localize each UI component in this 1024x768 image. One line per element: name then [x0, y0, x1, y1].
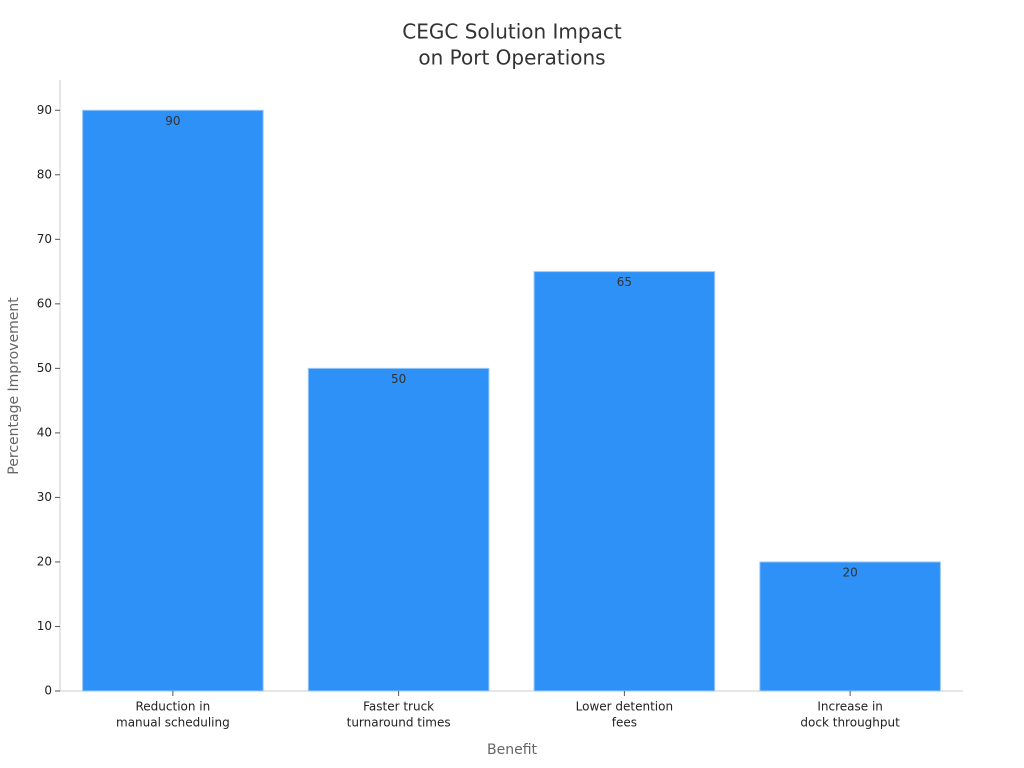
- value-label: 65: [617, 275, 632, 289]
- y-tick-label: 90: [37, 103, 52, 117]
- y-tick-label: 50: [37, 361, 52, 375]
- value-label: 50: [391, 372, 406, 386]
- value-label: 90: [165, 114, 180, 128]
- y-tick-label: 40: [37, 425, 52, 439]
- x-tick-label: Increase in: [817, 700, 883, 714]
- x-tick-label: Faster truck: [363, 700, 434, 714]
- x-tick-label: Reduction in: [136, 700, 211, 714]
- y-tick-label: 20: [37, 554, 52, 568]
- x-tick-label: dock throughput: [800, 716, 900, 730]
- bar: [533, 271, 716, 692]
- bar: [759, 561, 941, 692]
- y-axis-title: Percentage Improvement: [6, 297, 22, 475]
- y-tick-label: 0: [44, 684, 52, 698]
- value-label: 20: [842, 565, 857, 579]
- y-tick-label: 10: [37, 619, 52, 633]
- y-tick-label: 70: [37, 232, 52, 246]
- x-tick-label: Lower detention: [576, 700, 673, 714]
- x-tick-label: manual scheduling: [116, 716, 230, 730]
- bar: [307, 367, 490, 692]
- x-axis-title: Benefit: [487, 742, 538, 758]
- y-tick-label: 80: [37, 167, 52, 181]
- x-tick-label: fees: [612, 716, 637, 730]
- y-tick-label: 30: [37, 490, 52, 504]
- x-tick-label: turnaround times: [347, 716, 451, 730]
- chart-title: on Port Operations: [418, 46, 605, 70]
- bar: [82, 109, 264, 692]
- y-tick-label: 60: [37, 296, 52, 310]
- chart-title: CEGC Solution Impact: [402, 20, 622, 44]
